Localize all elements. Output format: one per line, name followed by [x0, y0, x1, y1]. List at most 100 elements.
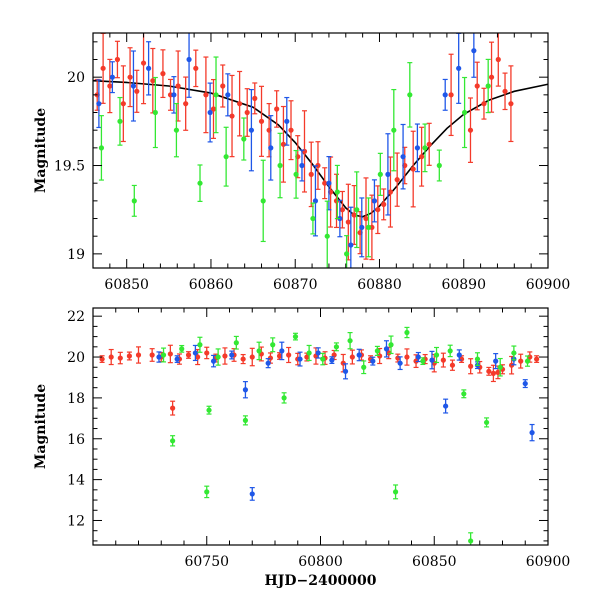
data-point: [248, 88, 255, 172]
data-point: [447, 344, 453, 358]
data-point: [204, 485, 210, 499]
data-point: [339, 190, 346, 229]
data-point: [193, 49, 199, 88]
y-tick-label: 14: [67, 473, 85, 489]
data-point: [183, 76, 189, 131]
y-tick-label: 19.5: [54, 159, 85, 175]
data-point: [241, 117, 247, 161]
data-point: [529, 423, 535, 442]
x-tick-label: 60880: [357, 277, 402, 293]
data-point: [223, 126, 229, 187]
data-point: [448, 53, 454, 137]
data-point: [420, 357, 426, 366]
data-point: [511, 345, 517, 361]
data-point: [468, 532, 474, 545]
data-point: [292, 332, 299, 341]
data-point: [374, 345, 380, 357]
data-point: [108, 348, 114, 366]
x-tick-label: 60800: [298, 554, 343, 570]
data-point: [204, 346, 210, 360]
data-point: [324, 200, 330, 268]
data-point: [260, 159, 266, 243]
x-tick-label: 60860: [189, 277, 234, 293]
data-point: [344, 235, 350, 268]
data-point: [299, 149, 305, 182]
data-point: [242, 415, 249, 426]
data-point: [387, 156, 394, 228]
x-tick-label: 60850: [104, 277, 149, 293]
data-point: [354, 171, 360, 249]
data-point: [240, 353, 246, 365]
data-point: [117, 96, 123, 146]
data-point: [422, 123, 428, 173]
data-point: [385, 133, 391, 216]
data-point: [279, 341, 285, 361]
data-point: [375, 185, 381, 235]
data-point: [312, 165, 319, 237]
data-point: [315, 347, 321, 359]
data-point: [481, 87, 487, 120]
data-point: [96, 79, 102, 129]
data-point: [443, 398, 449, 414]
data-point: [467, 97, 474, 163]
data-point: [258, 85, 265, 157]
data-point: [404, 348, 410, 366]
data-point: [371, 179, 378, 223]
data-point: [534, 355, 540, 363]
data-point: [249, 487, 255, 501]
data-point: [170, 400, 176, 416]
data-point: [99, 355, 105, 363]
data-point: [524, 355, 531, 367]
data-point: [222, 347, 228, 365]
data-point: [342, 363, 349, 380]
data-point: [288, 100, 294, 161]
data-point: [131, 184, 137, 217]
y-axis-label: Magnitude: [33, 384, 49, 469]
data-point: [419, 126, 425, 187]
data-point: [268, 115, 274, 181]
data-point: [107, 58, 113, 114]
plot-area: [99, 326, 540, 545]
data-point: [404, 326, 410, 339]
data-point: [365, 197, 372, 258]
data-point: [495, 33, 501, 87]
data-point: [349, 349, 355, 365]
data-point: [171, 76, 177, 114]
data-point: [301, 110, 308, 193]
bottom-panel: 60750 60800 60850 60900 12 14 16 18 20 22 Magnitud…: [33, 307, 570, 589]
data-point: [329, 356, 335, 364]
data-point: [173, 102, 180, 158]
data-point: [361, 360, 367, 375]
data-point: [210, 354, 217, 368]
y-tick-label: 20: [67, 70, 85, 86]
y-axis-label: Magnitude: [33, 108, 49, 193]
data-point: [493, 353, 499, 370]
data-point: [170, 435, 176, 447]
data-point: [497, 357, 503, 377]
data-point: [351, 184, 357, 245]
data-point: [150, 47, 156, 114]
data-point: [185, 351, 192, 359]
y-tick-label: 12: [67, 513, 85, 529]
data-point: [126, 351, 132, 361]
data-point: [293, 149, 299, 199]
data-point: [345, 183, 351, 261]
data-point: [270, 337, 276, 353]
data-point: [134, 69, 140, 113]
data-point: [502, 72, 508, 111]
data-point: [233, 335, 239, 350]
data-point: [400, 123, 406, 190]
data-point: [333, 342, 340, 352]
data-point: [414, 123, 420, 173]
data-point: [433, 346, 440, 364]
data-point: [394, 152, 400, 207]
x-tick-label: 60850: [412, 554, 457, 570]
data-point: [381, 188, 387, 221]
data-point: [100, 33, 106, 104]
top-panel: 60850 60860 60870 60880 60890 60900 19 19.5 20 Ma…: [33, 32, 570, 293]
data-point: [490, 364, 496, 383]
data-point: [203, 56, 209, 134]
data-point: [488, 41, 495, 113]
data-point: [249, 347, 255, 367]
data-point: [356, 348, 362, 362]
